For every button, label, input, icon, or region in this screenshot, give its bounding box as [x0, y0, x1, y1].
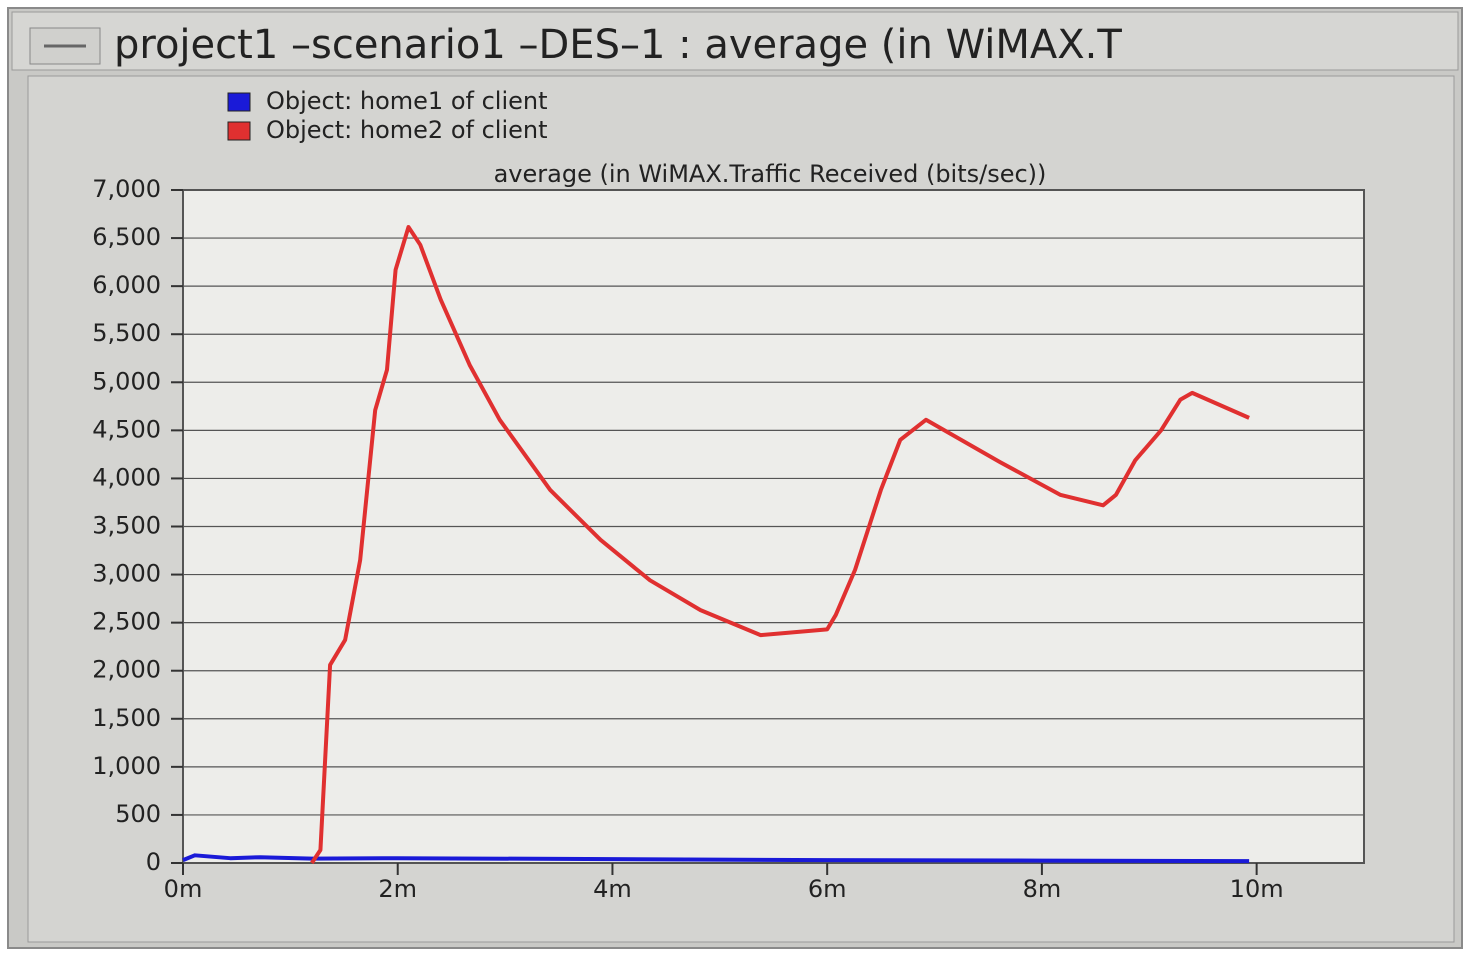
x-tick-label: 2m — [378, 875, 417, 903]
y-tick-label: 7,000 — [92, 175, 161, 203]
x-tick-label: 8m — [1023, 875, 1062, 903]
y-tick-label: 2,000 — [92, 656, 161, 684]
x-tick-label: 0m — [164, 875, 203, 903]
y-tick-label: 3,000 — [92, 560, 161, 588]
y-tick-label: 3,500 — [92, 512, 161, 540]
y-tick-label: 6,000 — [92, 271, 161, 299]
y-tick-label: 1,500 — [92, 704, 161, 732]
x-tick-label: 6m — [808, 875, 847, 903]
series-line — [182, 853, 1250, 864]
series-line — [310, 225, 1250, 865]
y-tick-label: 5,500 — [92, 319, 161, 347]
y-tick-label: 5,000 — [92, 367, 161, 395]
y-tick-label: 1,000 — [92, 752, 161, 780]
chart-title: average (in WiMAX.Traffic Received (bits… — [494, 160, 1047, 188]
title-bar — [11, 11, 1459, 71]
window-title: project1 –scenario1 –DES–1 : average (in… — [114, 22, 1122, 68]
x-tick-label: 10m — [1230, 875, 1284, 903]
legend-swatch — [227, 121, 251, 141]
legend-swatch — [227, 92, 251, 112]
y-tick-label: 4,500 — [92, 415, 161, 443]
y-tick-label: 0 — [146, 848, 161, 876]
legend-label: Object: home1 of client — [266, 87, 548, 115]
y-tick-label: 500 — [115, 800, 161, 828]
x-tick-label: 4m — [593, 875, 632, 903]
y-tick-label: 4,000 — [92, 463, 161, 491]
legend-label: Object: home2 of client — [266, 116, 548, 144]
y-tick-label: 2,500 — [92, 608, 161, 636]
y-tick-label: 6,500 — [92, 223, 161, 251]
